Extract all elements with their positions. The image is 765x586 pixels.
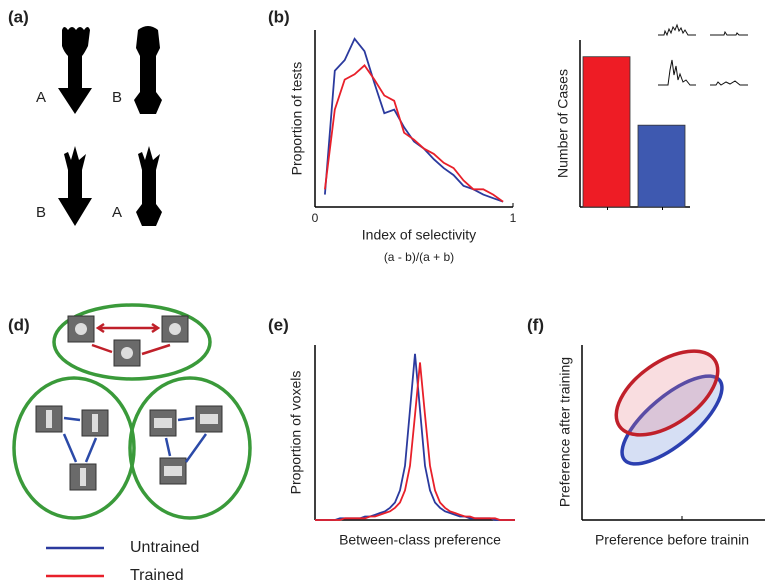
legend-label: Trained — [130, 567, 184, 584]
bar — [583, 57, 630, 207]
inset-histograms — [658, 25, 748, 85]
line — [315, 354, 515, 520]
blob — [121, 347, 133, 359]
blob — [92, 414, 98, 432]
inset — [658, 25, 696, 35]
y-axis-label: Preference after training — [557, 357, 573, 507]
panel-label: (e) — [268, 315, 289, 334]
blob — [75, 323, 87, 335]
legend-label: Untrained — [130, 539, 199, 556]
figure: (a) (b) (d) (e) (f) A B B A — [0, 0, 765, 586]
x-axis-label: Between-class preference — [339, 532, 501, 548]
blob — [164, 466, 182, 476]
group — [14, 378, 134, 518]
y-axis-label: Number of Cases — [555, 69, 571, 178]
shape-letter: A — [112, 204, 122, 221]
inset — [710, 32, 748, 35]
panel-label: (d) — [8, 315, 30, 334]
panel-label: (b) — [268, 7, 290, 26]
x-axis-label: (a - b)/(a + b) — [384, 250, 454, 264]
shape — [134, 26, 162, 114]
panel-label: (a) — [8, 7, 29, 26]
page: {"panel_labels": ["(a)", "(b)", "(d)", "… — [0, 0, 765, 586]
shapes — [58, 26, 162, 226]
shape-letter: B — [36, 204, 46, 221]
x-tick-label: 0 — [312, 211, 319, 225]
blob — [169, 323, 181, 335]
x-axis-label: Preference before trainin — [595, 532, 749, 548]
inset — [710, 81, 748, 85]
shape — [136, 146, 162, 226]
panel-f: Preference before trainin Preference aft… — [557, 334, 765, 547]
y-axis-label: Proportion of voxels — [288, 371, 304, 495]
inset — [658, 60, 696, 85]
objects — [36, 316, 222, 490]
shape — [58, 27, 92, 114]
group — [130, 378, 250, 518]
blob — [200, 414, 218, 424]
blob — [80, 468, 86, 486]
panel-label: (f) — [527, 315, 544, 334]
line — [325, 39, 503, 202]
blob — [46, 410, 52, 428]
shape — [58, 146, 92, 226]
line — [315, 363, 515, 521]
x-tick-label: 1 — [510, 211, 517, 225]
link — [98, 324, 158, 332]
blob — [154, 418, 172, 428]
bar — [638, 125, 685, 207]
shape-letter: B — [112, 89, 122, 106]
line — [325, 65, 503, 201]
y-axis-label: Proportion of tests — [289, 62, 305, 176]
x-axis-label: Index of selectivity — [362, 227, 476, 243]
shape-letter: A — [36, 89, 46, 106]
